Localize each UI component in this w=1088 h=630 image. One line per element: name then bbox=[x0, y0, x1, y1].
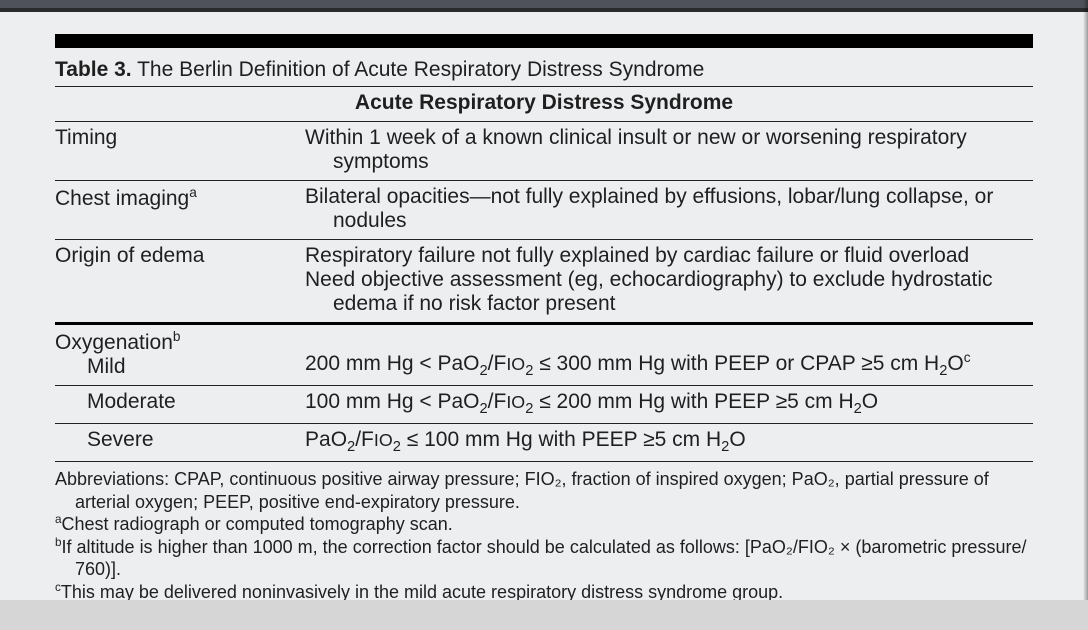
definition-table: Timing Within 1 week of a known clinical… bbox=[55, 121, 1033, 462]
text: Within 1 week of a known clinical insult… bbox=[305, 126, 967, 149]
text: 760)]. bbox=[75, 559, 121, 579]
text: Severe bbox=[55, 428, 154, 452]
table-row: Timing Within 1 week of a known clinical… bbox=[55, 122, 1033, 181]
footnote-ref-a: a bbox=[189, 185, 197, 200]
text: 2 bbox=[347, 439, 355, 455]
text: 2 bbox=[854, 401, 862, 417]
text: /F bbox=[488, 390, 507, 413]
row-label-chest: Chest imaginga bbox=[55, 181, 305, 240]
table-row: Severe PaO2/FIO2 ≤ 100 mm Hg with PEEP ≥… bbox=[55, 424, 1033, 462]
text: O bbox=[463, 352, 479, 375]
text: Moderate bbox=[55, 390, 176, 414]
text: nodules bbox=[305, 209, 1033, 233]
row-value-timing: Within 1 week of a known clinical insult… bbox=[305, 122, 1033, 181]
text: Oxygenation bbox=[55, 331, 173, 354]
title-blackbar bbox=[55, 34, 1033, 48]
text: IO bbox=[506, 354, 525, 374]
table-title-line: Table 3. The Berlin Definition of Acute … bbox=[55, 58, 1033, 82]
text: /F bbox=[355, 428, 374, 451]
table-row: Moderate 100 mm Hg < PaO2/FIO2 ≤ 200 mm … bbox=[55, 386, 1033, 424]
text: arterial oxygen; PEEP, positive end-expi… bbox=[75, 492, 520, 512]
text: O bbox=[463, 390, 479, 413]
footnote-b: bIf altitude is higher than 1000 m, the … bbox=[55, 536, 1033, 581]
row-label-severe: Severe bbox=[55, 424, 305, 462]
text: ≤ 300 mm Hg with PEEP or CPAP ≥5 cm H bbox=[533, 352, 939, 375]
row-value-edema: Respiratory failure not fully explained … bbox=[305, 240, 1033, 323]
text: 200 mm Hg < Pa bbox=[305, 352, 463, 375]
footnote-ref-b: b bbox=[173, 329, 181, 344]
text: IO bbox=[506, 392, 525, 412]
text: /F bbox=[488, 352, 507, 375]
row-label-moderate: Moderate bbox=[55, 386, 305, 424]
text: IO bbox=[374, 430, 393, 450]
row-value-mild: 200 mm Hg < PaO2/FIO2 ≤ 300 mm Hg with P… bbox=[305, 324, 1033, 386]
text: This may be delivered noninvasively in t… bbox=[61, 582, 783, 602]
footnote-ref-c: c bbox=[964, 350, 971, 365]
right-shadow bbox=[1083, 0, 1088, 630]
text: Chest imaging bbox=[55, 187, 189, 210]
text: 100 mm Hg < Pa bbox=[305, 390, 463, 413]
text: O bbox=[729, 428, 745, 451]
text: 2 bbox=[480, 363, 488, 379]
row-label-mild: Mild bbox=[55, 355, 126, 379]
table-row: Origin of edema Respiratory failure not … bbox=[55, 240, 1033, 323]
row-value-moderate: 100 mm Hg < PaO2/FIO2 ≤ 200 mm Hg with P… bbox=[305, 386, 1033, 424]
column-header: Acute Respiratory Distress Syndrome bbox=[55, 87, 1033, 121]
text: Chest radiograph or computed tomography … bbox=[62, 514, 453, 534]
text: O bbox=[862, 390, 878, 413]
footnote-a: aChest radiograph or computed tomography… bbox=[55, 513, 1033, 536]
text: Abbreviations: CPAP, continuous positive… bbox=[55, 469, 989, 489]
row-label-edema: Origin of edema bbox=[55, 240, 305, 323]
text: O bbox=[331, 428, 347, 451]
table-row: Chest imaginga Bilateral opacities—not f… bbox=[55, 181, 1033, 240]
top-edge bbox=[0, 0, 1088, 12]
row-label-oxygenation: Oxygenationb Mild bbox=[55, 324, 305, 386]
text: symptoms bbox=[305, 150, 1033, 174]
text: Need objective assessment (eg, echocardi… bbox=[305, 268, 993, 291]
text: If altitude is higher than 1000 m, the c… bbox=[62, 537, 1027, 557]
text: Bilateral opacities—not fully explained … bbox=[305, 185, 993, 208]
page: Table 3. The Berlin Definition of Acute … bbox=[0, 0, 1088, 630]
table-row: Oxygenationb Mild 200 mm Hg < PaO2/FIO2 … bbox=[55, 324, 1033, 386]
text: 2 bbox=[393, 439, 401, 455]
bottom-edge bbox=[0, 600, 1088, 630]
text: Respiratory failure not fully explained … bbox=[305, 244, 969, 267]
row-value-severe: PaO2/FIO2 ≤ 100 mm Hg with PEEP ≥5 cm H2… bbox=[305, 424, 1033, 462]
text: O bbox=[947, 352, 963, 375]
footnotes: Abbreviations: CPAP, continuous positive… bbox=[55, 468, 1033, 603]
row-label-timing: Timing bbox=[55, 122, 305, 181]
text: 2 bbox=[480, 401, 488, 417]
table-number: Table 3. bbox=[55, 58, 132, 81]
text: ≤ 100 mm Hg with PEEP ≥5 cm H bbox=[401, 428, 721, 451]
row-value-chest: Bilateral opacities—not fully explained … bbox=[305, 181, 1033, 240]
text: Pa bbox=[305, 428, 331, 451]
text: ≤ 200 mm Hg with PEEP ≥5 cm H bbox=[533, 390, 853, 413]
footnote-abbrev: Abbreviations: CPAP, continuous positive… bbox=[55, 468, 1033, 513]
table-title: The Berlin Definition of Acute Respirato… bbox=[137, 58, 704, 81]
text: edema if no risk factor present bbox=[305, 292, 1033, 316]
